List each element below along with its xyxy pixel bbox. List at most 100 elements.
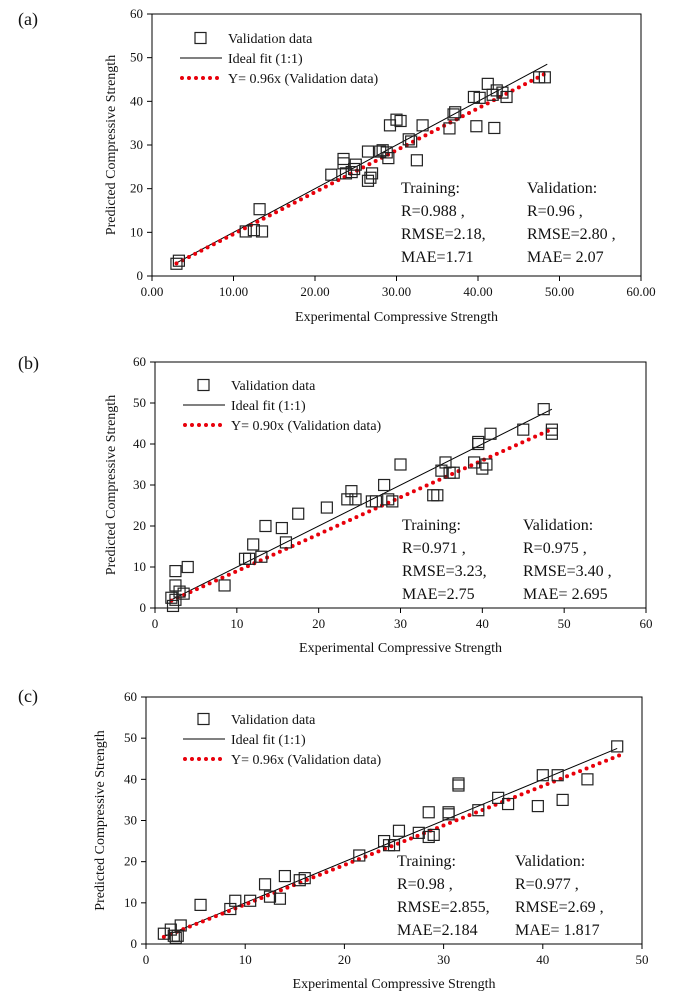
legend-label: Validation data bbox=[228, 32, 313, 47]
data-point bbox=[337, 157, 350, 170]
data-point bbox=[378, 478, 391, 492]
x-tick-label: 10 bbox=[230, 616, 243, 631]
training-metric: RMSE=2.855, bbox=[397, 899, 490, 916]
data-point bbox=[427, 489, 440, 502]
training-metric: Training: bbox=[402, 517, 461, 534]
validation-metric: RMSE=2.69 , bbox=[515, 899, 604, 916]
data-point bbox=[243, 552, 256, 565]
data-point bbox=[472, 435, 485, 449]
data-point bbox=[386, 495, 399, 508]
data-point bbox=[169, 564, 182, 578]
data-point bbox=[157, 927, 170, 940]
x-tick-label: 50.00 bbox=[545, 284, 574, 299]
data-point bbox=[345, 485, 358, 498]
data-point bbox=[537, 403, 550, 416]
y-tick-label: 50 bbox=[133, 395, 146, 410]
data-point bbox=[405, 135, 418, 148]
data-point bbox=[394, 114, 407, 128]
data-point bbox=[229, 894, 242, 907]
data-point bbox=[402, 133, 415, 146]
data-point bbox=[320, 501, 333, 514]
data-point bbox=[435, 464, 448, 477]
data-point bbox=[166, 599, 180, 613]
data-point bbox=[496, 86, 509, 99]
y-tick-label: 40 bbox=[130, 93, 143, 108]
data-point bbox=[449, 106, 462, 119]
x-tick-label: 40.00 bbox=[463, 284, 492, 299]
data-point bbox=[442, 808, 455, 821]
y-axis-title: Predicted Compressive Strength bbox=[104, 55, 119, 235]
data-point bbox=[177, 587, 190, 600]
data-point bbox=[349, 493, 362, 506]
data-point bbox=[337, 152, 350, 166]
y-tick-label: 60 bbox=[130, 6, 143, 21]
data-point bbox=[410, 154, 423, 167]
y-tick-label: 20 bbox=[124, 854, 137, 869]
data-point bbox=[364, 171, 377, 184]
y-tick-label: 10 bbox=[124, 895, 137, 910]
y-tick-label: 0 bbox=[140, 600, 147, 615]
data-point bbox=[470, 120, 483, 133]
data-point bbox=[416, 119, 429, 132]
y-tick-label: 50 bbox=[124, 730, 137, 745]
y-axis-title: Predicted Compressive Strength bbox=[93, 730, 108, 910]
data-point bbox=[476, 462, 489, 475]
data-point bbox=[361, 145, 375, 158]
y-tick-label: 40 bbox=[124, 771, 137, 786]
x-axis-title: Experimental Compressive Strength bbox=[293, 977, 496, 992]
training-metric: R=0.988 , bbox=[401, 203, 465, 220]
data-point bbox=[170, 257, 183, 270]
x-tick-label: 20 bbox=[312, 616, 325, 631]
legend-label: Y= 0.96x (Validation data) bbox=[231, 753, 382, 768]
data-point bbox=[581, 773, 594, 786]
y-tick-label: 10 bbox=[130, 224, 143, 239]
training-metric: R=0.98 , bbox=[397, 876, 453, 893]
data-point bbox=[500, 90, 513, 104]
x-tick-label: 30 bbox=[437, 952, 450, 967]
data-point bbox=[447, 108, 460, 121]
y-tick-label: 60 bbox=[124, 689, 137, 704]
data-point bbox=[169, 579, 182, 592]
data-point bbox=[171, 929, 184, 942]
data-point bbox=[247, 224, 260, 237]
x-tick-label: 0 bbox=[152, 616, 159, 631]
x-tick-label: 10 bbox=[239, 952, 252, 967]
data-point bbox=[427, 828, 440, 842]
panel-label: (b) bbox=[18, 353, 39, 374]
data-point bbox=[273, 892, 287, 905]
data-point bbox=[194, 898, 207, 911]
y-axis-title: Predicted Compressive Strength bbox=[104, 395, 119, 575]
data-point bbox=[551, 769, 564, 782]
data-point bbox=[348, 162, 361, 176]
trend-line-dotted bbox=[169, 427, 554, 603]
x-tick-label: 50 bbox=[636, 952, 649, 967]
training-metric: RMSE=3.23, bbox=[402, 563, 487, 580]
legend-label: Ideal fit (1:1) bbox=[231, 733, 306, 748]
data-point bbox=[387, 839, 401, 852]
data-point bbox=[545, 427, 558, 440]
data-point bbox=[218, 579, 231, 592]
data-point bbox=[239, 225, 252, 238]
validation-metric: R=0.96 , bbox=[527, 203, 583, 220]
data-point bbox=[278, 869, 291, 883]
training-metric: Training: bbox=[397, 853, 456, 870]
legend-marker-square bbox=[194, 31, 207, 45]
data-point bbox=[244, 894, 257, 907]
data-point bbox=[353, 849, 366, 862]
training-metric: MAE=2.75 bbox=[402, 586, 475, 603]
y-tick-label: 30 bbox=[130, 137, 143, 152]
y-tick-label: 0 bbox=[131, 936, 138, 951]
x-tick-label: 60 bbox=[640, 616, 653, 631]
legend-label: Ideal fit (1:1) bbox=[228, 52, 303, 67]
x-tick-label: 0.00 bbox=[141, 284, 164, 299]
data-point bbox=[361, 174, 375, 187]
y-tick-label: 30 bbox=[124, 813, 137, 828]
data-point bbox=[172, 254, 185, 267]
training-metric: R=0.971 , bbox=[402, 540, 466, 557]
data-point bbox=[255, 225, 269, 238]
data-point bbox=[447, 466, 460, 479]
data-point bbox=[538, 71, 551, 84]
panel-label: (a) bbox=[18, 9, 38, 30]
training-metric: Training: bbox=[401, 180, 460, 197]
validation-metric: RMSE=2.80 , bbox=[527, 226, 616, 243]
